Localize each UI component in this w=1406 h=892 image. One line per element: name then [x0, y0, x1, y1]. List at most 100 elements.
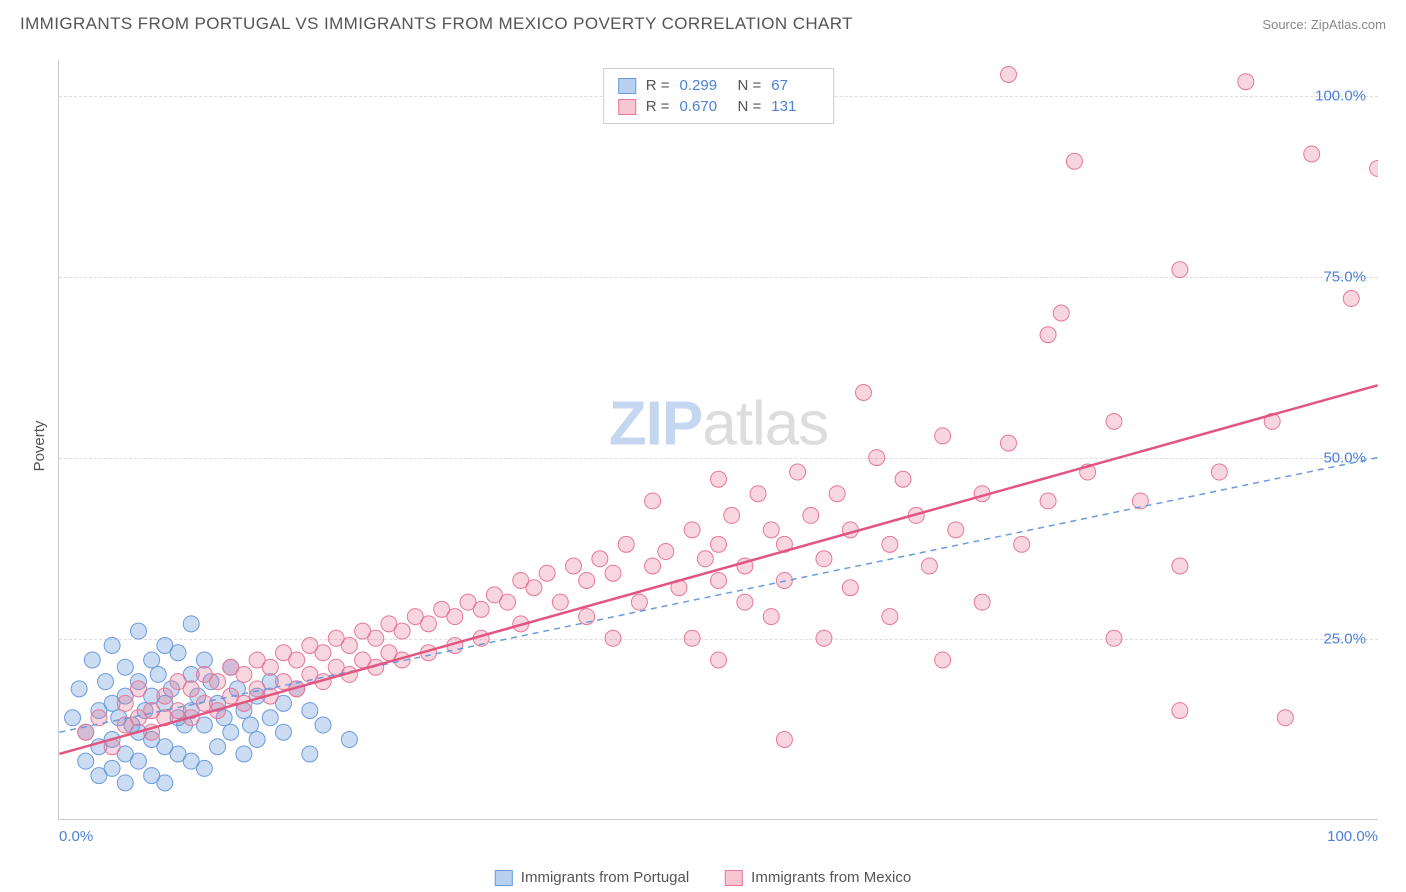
scatter-point [236, 746, 252, 762]
scatter-point [605, 565, 621, 581]
scatter-point [829, 486, 845, 502]
scatter-point [816, 551, 832, 567]
scatter-point [130, 681, 146, 697]
scatter-point [948, 522, 964, 538]
scatter-point [1001, 435, 1017, 451]
scatter-point [157, 775, 173, 791]
scatter-point [1106, 413, 1122, 429]
scatter-point [130, 753, 146, 769]
scatter-point [1014, 536, 1030, 552]
scatter-point [645, 558, 661, 574]
legend-label-mexico: Immigrants from Mexico [751, 869, 911, 886]
scatter-point [1172, 262, 1188, 278]
scatter-point [816, 630, 832, 646]
scatter-svg [59, 60, 1378, 819]
scatter-point [869, 450, 885, 466]
scatter-point [592, 551, 608, 567]
scatter-point [104, 760, 120, 776]
x-tick-left: 0.0% [59, 828, 93, 845]
scatter-point [842, 580, 858, 596]
scatter-point [157, 688, 173, 704]
r-label: R = [646, 98, 670, 115]
legend-row-mexico: R = 0.670 N = 131 [618, 96, 820, 117]
scatter-point [737, 594, 753, 610]
legend-row-portugal: R = 0.299 N = 67 [618, 75, 820, 96]
scatter-point [183, 681, 199, 697]
scatter-point [341, 731, 357, 747]
scatter-point [447, 609, 463, 625]
scatter-point [302, 703, 318, 719]
scatter-point [236, 666, 252, 682]
scatter-point [315, 645, 331, 661]
scatter-point [1040, 327, 1056, 343]
scatter-point [1106, 630, 1122, 646]
swatch-mexico [618, 99, 636, 115]
scatter-point [130, 623, 146, 639]
scatter-point [605, 630, 621, 646]
scatter-point [262, 710, 278, 726]
scatter-point [500, 594, 516, 610]
scatter-point [1238, 74, 1254, 90]
scatter-point [750, 486, 766, 502]
series-legend: Immigrants from Portugal Immigrants from… [495, 869, 911, 886]
scatter-point [144, 652, 160, 668]
swatch-portugal [618, 78, 636, 94]
correlation-legend: R = 0.299 N = 67 R = 0.670 N = 131 [603, 68, 835, 124]
scatter-point [856, 385, 872, 401]
scatter-point [1370, 160, 1378, 176]
scatter-point [1053, 305, 1069, 321]
scatter-point [150, 666, 166, 682]
scatter-point [711, 536, 727, 552]
scatter-point [935, 652, 951, 668]
n-label: N = [738, 98, 762, 115]
scatter-point [711, 471, 727, 487]
scatter-point [98, 674, 114, 690]
scatter-point [790, 464, 806, 480]
scatter-point [1066, 153, 1082, 169]
scatter-point [803, 507, 819, 523]
chart-container: ZIPatlas R = 0.299 N = 67 R = 0.670 N = … [48, 50, 1388, 840]
scatter-point [618, 536, 634, 552]
scatter-point [921, 558, 937, 574]
scatter-point [1172, 703, 1188, 719]
scatter-point [249, 731, 265, 747]
scatter-point [196, 760, 212, 776]
scatter-point [302, 746, 318, 762]
scatter-point [776, 731, 792, 747]
scatter-point [473, 601, 489, 617]
scatter-point [526, 580, 542, 596]
scatter-point [368, 630, 384, 646]
scatter-point [1001, 66, 1017, 82]
scatter-point [631, 594, 647, 610]
n-value-mexico: 131 [771, 98, 819, 115]
scatter-point [341, 638, 357, 654]
scatter-point [71, 681, 87, 697]
scatter-point [84, 652, 100, 668]
scatter-point [196, 652, 212, 668]
scatter-point [763, 522, 779, 538]
r-label: R = [646, 77, 670, 94]
scatter-point [935, 428, 951, 444]
scatter-point [1277, 710, 1293, 726]
scatter-point [183, 616, 199, 632]
scatter-point [1211, 464, 1227, 480]
legend-label-portugal: Immigrants from Portugal [521, 869, 689, 886]
source-name: ZipAtlas.com [1311, 17, 1386, 32]
scatter-point [711, 652, 727, 668]
scatter-point [763, 609, 779, 625]
swatch-mexico-icon [725, 870, 743, 886]
scatter-point [170, 645, 186, 661]
n-label: N = [738, 77, 762, 94]
scatter-point [210, 674, 226, 690]
chart-title: IMMIGRANTS FROM PORTUGAL VS IMMIGRANTS F… [20, 14, 853, 34]
source-label: Source: [1262, 17, 1307, 32]
scatter-point [539, 565, 555, 581]
scatter-point [394, 623, 410, 639]
scatter-point [566, 558, 582, 574]
source-attribution: Source: ZipAtlas.com [1262, 17, 1386, 32]
scatter-point [1343, 291, 1359, 307]
trend-line [59, 458, 1377, 733]
legend-item-portugal: Immigrants from Portugal [495, 869, 689, 886]
scatter-point [1040, 493, 1056, 509]
scatter-point [579, 572, 595, 588]
